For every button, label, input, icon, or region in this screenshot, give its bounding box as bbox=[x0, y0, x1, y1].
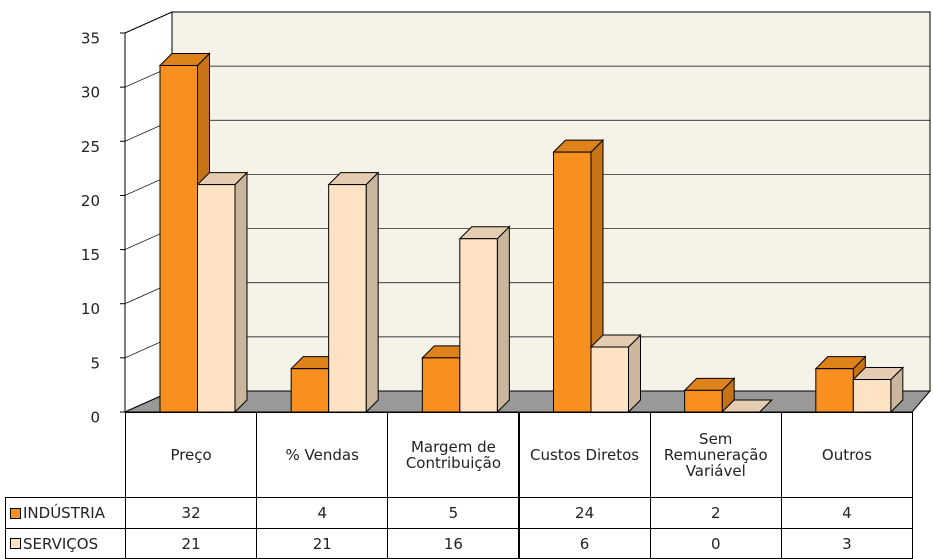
value-cell: 21 bbox=[256, 528, 389, 559]
legend-cell: SERVIÇOS bbox=[5, 528, 126, 559]
cell-text: 4 bbox=[842, 504, 852, 522]
bar bbox=[159, 64, 198, 413]
y-tick-label: 30 bbox=[81, 84, 100, 102]
bar bbox=[197, 184, 236, 413]
cell-text: Margem de Contribuição bbox=[405, 438, 501, 472]
legend-label: INDÚSTRIA bbox=[23, 504, 105, 522]
y-tick-label: 20 bbox=[81, 192, 100, 210]
cell-text: Outros bbox=[821, 446, 872, 464]
cell-text: 16 bbox=[443, 534, 463, 553]
y-tick-label: 15 bbox=[81, 246, 100, 264]
cell-text: 0 bbox=[710, 534, 721, 553]
category-cell: Margem de Contribuição bbox=[387, 412, 520, 498]
value-cell: 3 bbox=[780, 528, 913, 559]
bar bbox=[553, 151, 592, 413]
bar bbox=[421, 357, 461, 413]
bar-side bbox=[628, 333, 641, 414]
cell-text: 21 bbox=[181, 534, 201, 553]
bar bbox=[684, 389, 723, 413]
legend-swatch bbox=[10, 538, 21, 549]
bar bbox=[590, 346, 629, 413]
cell-text: Preço bbox=[170, 446, 212, 464]
category-cell: % Vendas bbox=[256, 412, 389, 498]
cell-text: 4 bbox=[317, 504, 327, 522]
value-cell: 4 bbox=[256, 497, 389, 529]
bar-side bbox=[496, 225, 510, 414]
bar bbox=[852, 379, 892, 413]
value-cell: 32 bbox=[125, 497, 258, 529]
y-tick-label: 25 bbox=[81, 138, 100, 156]
category-cell: Sem Remuneração Variável bbox=[649, 412, 782, 498]
legend-label: SERVIÇOS bbox=[23, 534, 99, 553]
y-tick-label: 5 bbox=[90, 354, 100, 372]
category-cell: Outros bbox=[780, 412, 913, 498]
value-cell: 2 bbox=[649, 497, 782, 529]
value-cell: 24 bbox=[518, 497, 651, 529]
cell-text: Sem Remuneração Variável bbox=[663, 430, 768, 480]
cell-text: 24 bbox=[575, 504, 595, 522]
cell-text: 6 bbox=[579, 534, 590, 553]
value-cell: 16 bbox=[387, 528, 520, 559]
bar bbox=[815, 368, 854, 413]
bar-side bbox=[234, 171, 248, 414]
bar bbox=[459, 238, 498, 413]
cell-text: % Vendas bbox=[285, 446, 359, 464]
value-cell: 4 bbox=[780, 497, 913, 529]
y-tick-label: 10 bbox=[81, 300, 100, 318]
category-cell: Custos Diretos bbox=[518, 412, 651, 498]
value-cell: 21 bbox=[125, 528, 258, 559]
y-tick-label: 0 bbox=[90, 409, 100, 427]
value-cell: 6 bbox=[518, 528, 651, 559]
category-cell: Preço bbox=[125, 412, 258, 498]
cell-text: 3 bbox=[842, 534, 852, 553]
bar bbox=[328, 184, 367, 413]
cell-text: 5 bbox=[448, 504, 459, 522]
cell-text: 2 bbox=[710, 504, 721, 522]
cell-text: 21 bbox=[312, 534, 332, 553]
grid-line bbox=[124, 11, 173, 34]
back-wall bbox=[171, 11, 931, 392]
value-cell: 0 bbox=[649, 528, 782, 559]
bar-side bbox=[365, 171, 379, 414]
y-tick-label: 35 bbox=[81, 30, 100, 48]
legend-cell: INDÚSTRIA bbox=[5, 497, 126, 529]
cell-text: 32 bbox=[181, 504, 201, 522]
cell-text: Custos Diretos bbox=[530, 446, 640, 464]
value-cell: 5 bbox=[387, 497, 520, 529]
legend-swatch bbox=[10, 507, 21, 519]
bar bbox=[290, 368, 330, 413]
